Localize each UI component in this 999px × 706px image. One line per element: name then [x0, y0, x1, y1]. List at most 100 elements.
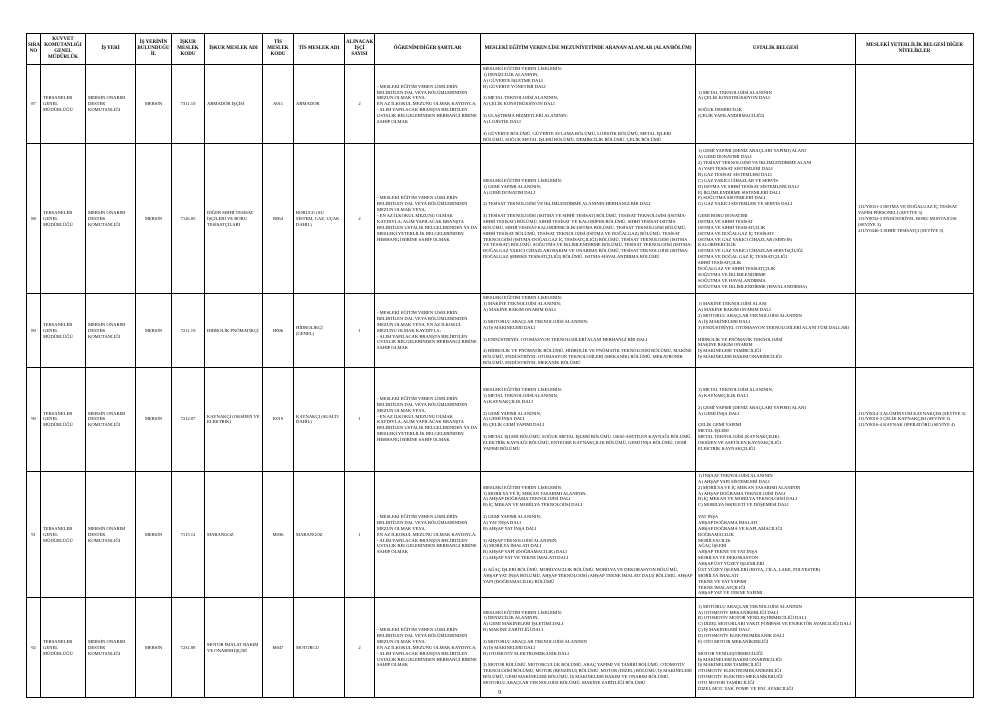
cell-sayi: 1	[344, 293, 375, 368]
table-row: 87 TERSANELER GENEL MÜDÜRLÜĞÜ MERSİN ONARI…	[26, 63, 974, 145]
cell-is_yeri: MERSİN ONARIM DESTEK KOMUTANLIĞI	[85, 597, 136, 699]
page-number: 9	[498, 690, 501, 696]
cell-tis_kodu: H006	[262, 293, 294, 368]
table-row: 90 TERSANELER GENEL MÜDÜRLÜĞÜ MERSİN ONARI…	[26, 366, 974, 472]
cell-alanlar: MESLEKİ EĞİTİM VEREN LİSELERİN: 1) GEMİ …	[480, 143, 696, 295]
cell-iskur_kodu: 7126.05	[171, 143, 205, 295]
cell-kuvvet: TERSANELER GENEL MÜDÜRLÜĞÜ	[40, 143, 86, 295]
table-row: 88 TERSANELER GENEL MÜDÜRLÜĞÜ MERSİN ONARI…	[26, 143, 974, 295]
table-row: 91 TERSANELER GENEL MÜDÜRLÜĞÜ MERSİN ONARI…	[26, 470, 974, 599]
job-table: SIRA NO KUVVET KOMUTANLIĞI GENEL MÜDÜRLÜK…	[26, 33, 974, 699]
cell-ustalik: 1) METAL TEKNOLOJİSİ ALANININ A) ÇELİK K…	[695, 63, 856, 145]
table-header-row: SIRA NO KUVVET KOMUTANLIĞI GENEL MÜDÜRLÜK…	[26, 33, 974, 65]
column-header-tis_adi: TİS MESLEK ADI	[293, 33, 345, 65]
cell-il: MERSİN	[135, 597, 172, 699]
cell-kuvvet: TERSANELER GENEL MÜDÜRLÜĞÜ	[40, 293, 86, 368]
cell-ogrenim: - MESLEKİ EĞİTİM VEREN LİSELERİN BELİRTİ…	[374, 597, 481, 699]
cell-yeterlilik	[855, 597, 974, 699]
column-header-sira: SIRA NO	[26, 33, 41, 65]
cell-ustalik: 1) İNŞAAT TEKNOLOJİSİ ALANININ A) AHŞAP …	[695, 470, 856, 599]
cell-is_yeri: MERSİN ONARIM DESTEK KOMUTANLIĞI	[85, 470, 136, 599]
cell-alanlar: MESLEKİ EĞİTİM VEREN LİSELERİN: 1) METAL…	[480, 366, 696, 472]
cell-sayi: 2	[344, 63, 375, 145]
cell-sayi: 1	[344, 470, 375, 599]
cell-iskur_kodu: 7212.07	[171, 366, 205, 472]
cell-il: MERSİN	[135, 63, 172, 145]
cell-ustalik: 1) GEMİ YAPIMI (DENİZ ARAÇLARI YAPIMI) A…	[695, 143, 856, 295]
column-header-sayi: ALINACAK İŞÇİ SAYISI	[344, 33, 375, 65]
cell-sira: 87	[26, 63, 41, 145]
cell-il: MERSİN	[135, 143, 172, 295]
cell-tis_kodu: K019	[262, 366, 294, 472]
column-header-is_yeri: İŞ YERİ	[85, 33, 136, 65]
cell-kuvvet: TERSANELER GENEL MÜDÜRLÜĞÜ	[40, 366, 86, 472]
column-header-iskur_kodu: İŞKUR MESLEK KODU	[171, 33, 205, 65]
cell-kuvvet: TERSANELER GENEL MÜDÜRLÜĞÜ	[40, 470, 86, 599]
cell-sira: 92	[26, 597, 41, 699]
cell-is_yeri: MERSİN ONARIM DESTEK KOMUTANLIĞI	[85, 143, 136, 295]
column-header-il: İŞ YERİNİN BULUNDUĞU İL	[135, 33, 172, 65]
cell-yeterlilik	[855, 293, 974, 368]
cell-tis_adi: MARANGOZ	[293, 470, 345, 599]
cell-iskur_adi: MARANGOZ	[204, 470, 263, 599]
cell-iskur_kodu: 7311.10	[171, 63, 205, 145]
cell-sayi: 2	[344, 597, 375, 699]
cell-tis_adi: KAYNAKÇI (SUALTI DAHİL)	[293, 366, 345, 472]
cell-kuvvet: TERSANELER GENEL MÜDÜRLÜĞÜ	[40, 597, 86, 699]
cell-sayi: 1	[344, 366, 375, 472]
cell-iskur_adi: HİDROLİK PNÖMATİKÇİ	[204, 293, 263, 368]
cell-yeterlilik: 11UY0014-3 ALÜMİNYUM KAYNAKÇISI (SEVİYE …	[855, 366, 974, 472]
cell-alanlar: MESLEKİ EĞİTİM VEREN LİSELERİN: 1) DENİZ…	[480, 63, 696, 145]
column-header-alanlar: MESLEKİ EĞİTİM VEREN LİSE MEZUNİYETİNDE …	[480, 33, 696, 65]
cell-il: MERSİN	[135, 470, 172, 599]
cell-iskur_adi: ARMADÖR İŞÇİSİ	[204, 63, 263, 145]
cell-sira: 90	[26, 366, 41, 472]
cell-iskur_kodu: 7211.19	[171, 293, 205, 368]
cell-ogrenim: - MESLEKİ EĞİTİM VEREN LİSELERİN BELİRTİ…	[374, 293, 481, 368]
column-header-tis_kodu: TİS MESLEK KODU	[262, 33, 294, 65]
cell-iskur_kodu: 7231.08	[171, 597, 205, 699]
recruitment-table-sheet: SIRA NO KUVVET KOMUTANLIĞI GENEL MÜDÜRLÜK…	[26, 33, 974, 699]
column-header-iskur_adi: İŞKUR MESLEK ADI	[204, 33, 263, 65]
cell-tis_adi: HİDROLİKÇİ (GENEL)	[293, 293, 345, 368]
cell-ogrenim: - MESLEKİ EĞİTİM VEREN LİSELERİN BELİRTİ…	[374, 143, 481, 295]
cell-ogrenim: - MESLEKİ EĞİTİM VEREN LİSELERİN BELİRTİ…	[374, 63, 481, 145]
cell-il: MERSİN	[135, 366, 172, 472]
cell-sira: 89	[26, 293, 41, 368]
cell-alanlar: MESLEKİ EĞİTİM VEREN LİSELERİN: 1) MAKİN…	[480, 293, 696, 368]
column-header-ogrenim: ÖĞRENİM/DİĞER ŞARTLAR	[374, 33, 481, 65]
cell-tis_adi: MOTORCU	[293, 597, 345, 699]
cell-tis_adi: BORUCU (SU SİSTEM, GAZ, UÇAK DAHİL)	[293, 143, 345, 295]
cell-ustalik: 1) MOTORLU ARAÇLAR TEKNOLOJİSİ ALANININ …	[695, 597, 856, 699]
cell-tis_kodu: A011	[262, 63, 294, 145]
cell-iskur_kodu: 7115.12	[171, 470, 205, 599]
cell-ustalik: 1) METAL TEKNOLOJİSİ ALANININ; A) KAYNAK…	[695, 366, 856, 472]
cell-is_yeri: MERSİN ONARIM DESTEK KOMUTANLIĞI	[85, 63, 136, 145]
cell-yeterlilik: 11UY0031-3 ISITMA VE DOĞALGAZ İÇ TESİSAT…	[855, 143, 974, 295]
cell-tis_kodu: M047	[262, 597, 294, 699]
table-row: 89 TERSANELER GENEL MÜDÜRLÜĞÜ MERSİN ONARI…	[26, 293, 974, 368]
cell-iskur_adi: MOTOR İMALAT BAKIM VE ONARIM İŞÇİSİ	[204, 597, 263, 699]
cell-ustalik: 1) MAKİNE TEKNOLOJİSİ ALANI A) MAKİNE BA…	[695, 293, 856, 368]
cell-alanlar: MESLEKİ EĞİTİM VEREN LİSELERİN: 1) MOBİL…	[480, 470, 696, 599]
column-header-yeterlilik: MESLEKİ YETERLİLİK BELGESİ DİĞER NİTELİK…	[855, 33, 974, 65]
cell-ogrenim: - MESLEKİ EĞİTİM VEREN LİSELERİN BELİRTİ…	[374, 470, 481, 599]
cell-yeterlilik	[855, 470, 974, 599]
cell-sira: 91	[26, 470, 41, 599]
cell-is_yeri: MERSİN ONARIM DESTEK KOMUTANLIĞI	[85, 293, 136, 368]
cell-ogrenim: - MESLEKİ EĞİTİM VEREN LİSELERİN BELİRTİ…	[374, 366, 481, 472]
cell-kuvvet: TERSANELER GENEL MÜDÜRLÜĞÜ	[40, 63, 86, 145]
cell-iskur_adi: DİĞER SIHHİ TESİSAT İŞÇİLERİ VE BORU TES…	[204, 143, 263, 295]
column-header-kuvvet: KUVVET KOMUTANLIĞI GENEL MÜDÜRLÜK	[40, 33, 86, 65]
table-row: 92 TERSANELER GENEL MÜDÜRLÜĞÜ MERSİN ONARI…	[26, 597, 974, 699]
cell-sayi: 2	[344, 143, 375, 295]
cell-tis_kodu: B064	[262, 143, 294, 295]
cell-yeterlilik	[855, 63, 974, 145]
cell-iskur_adi: KAYNAKÇI (OKSİJEN VE ELEKTRİK)	[204, 366, 263, 472]
cell-sira: 88	[26, 143, 41, 295]
cell-tis_adi: ARMADOR	[293, 63, 345, 145]
cell-is_yeri: MERSİN ONARIM DESTEK KOMUTANLIĞI	[85, 366, 136, 472]
cell-il: MERSİN	[135, 293, 172, 368]
column-header-ustalik: USTALIK BELGESİ	[695, 33, 856, 65]
cell-alanlar: MESLEKİ EĞİTİM VEREN LİSELERİN: 1) DENİZ…	[480, 597, 696, 699]
